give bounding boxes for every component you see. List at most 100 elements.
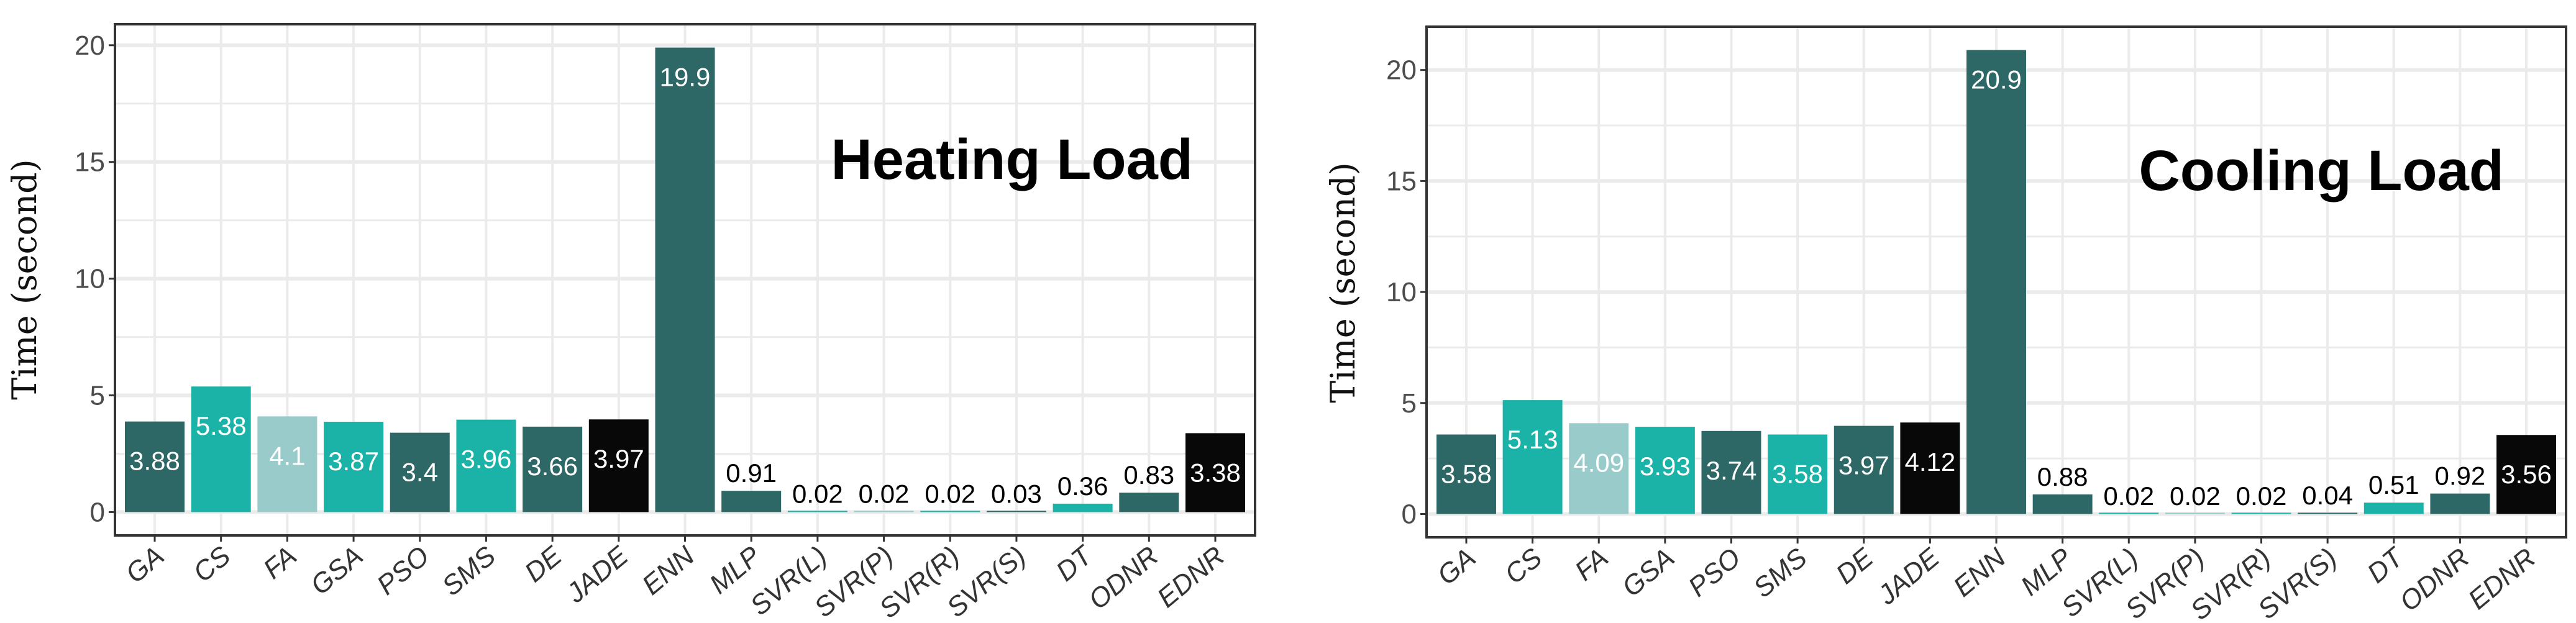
bar-svrr: [920, 511, 980, 512]
bar-sms: [456, 419, 516, 512]
x-tick-label: EDNR: [1151, 540, 1230, 614]
data-label: 3.58: [1772, 460, 1823, 489]
data-label: 0.02: [2103, 481, 2154, 511]
y-axis-title: Time (second): [1323, 162, 1363, 403]
x-tick-label: ENN: [1948, 542, 2012, 603]
bar-gsa: [324, 421, 384, 512]
x-tick-label: GSA: [1617, 542, 1681, 603]
x-tick-label: PSO: [372, 540, 436, 601]
bar-ednr: [1185, 433, 1245, 512]
y-tick-label: 15: [1386, 166, 1417, 196]
data-label: 3.58: [1441, 460, 1492, 489]
x-tick-label: SMS: [1748, 542, 1813, 604]
y-tick-label: 5: [1402, 388, 1417, 419]
bar-de: [523, 426, 583, 512]
y-tick-label: 5: [90, 381, 105, 411]
bar-odnr: [2430, 493, 2490, 514]
bar-svrr: [2231, 512, 2291, 514]
data-label: 4.1: [269, 441, 305, 470]
data-label: 0.36: [1057, 471, 1108, 501]
cooling-load-annotation: Cooling Load: [2139, 139, 2504, 202]
data-label: 0.04: [2302, 481, 2353, 510]
y-tick-label: 0: [90, 497, 105, 527]
data-label: 5.13: [1507, 425, 1558, 454]
x-tick-label: FA: [258, 540, 303, 585]
bar-sms: [1768, 434, 1828, 514]
data-label: 3.97: [593, 444, 644, 473]
x-tick-label: CS: [1499, 542, 1548, 590]
bar-svrl: [787, 511, 847, 512]
heating-load-annotation: Heating Load: [831, 128, 1193, 191]
data-label: 5.38: [196, 411, 247, 440]
panel-border: [114, 23, 1256, 537]
data-label: 0.02: [2236, 481, 2287, 511]
y-axis-title: Time (second): [5, 159, 44, 400]
x-tick-label: GA: [120, 540, 170, 589]
data-label: 0.91: [726, 458, 777, 488]
data-label: 3.66: [527, 452, 578, 481]
data-label: 3.97: [1838, 451, 1889, 480]
data-label: 3.56: [2501, 460, 2552, 489]
x-tick-label: EDNR: [2462, 542, 2541, 616]
bar-de: [1834, 425, 1894, 514]
bar-svrp: [2165, 512, 2225, 514]
x-tick-label: CS: [188, 540, 236, 588]
bar-enn: [655, 47, 715, 512]
cooling-load-chart: 0 5 10 15 20 3.58 GA 5.13 CS 4.09 FA 3.93 GSA 3.74 PSO…: [1323, 25, 2567, 623]
x-tick-label: DT: [1051, 539, 1100, 587]
data-label: 19.9: [660, 63, 711, 92]
bar-mlp: [721, 491, 782, 512]
x-tick-label: ENN: [636, 540, 700, 601]
y-tick-label: 0: [1402, 499, 1417, 529]
bar-cs: [191, 386, 251, 512]
data-label: 0.88: [2037, 462, 2088, 491]
plot-panel: 0 5 10 15 20 3.88 GA 5.38 CS 4.1 FA 3.87 GSA 3.4 PSO 3.…: [75, 23, 1256, 623]
data-label: 0.02: [792, 480, 843, 509]
y-tick-label: 10: [1386, 277, 1417, 307]
data-label: 4.09: [1573, 448, 1624, 477]
data-label: 0.02: [925, 480, 975, 509]
data-label: 3.38: [1190, 458, 1241, 487]
data-label: 20.9: [1971, 65, 2022, 94]
x-tick-label: PSO: [1683, 542, 1747, 603]
plot-panel: 0 5 10 15 20 3.58 GA 5.13 CS 4.09 FA 3.93 GSA 3.74 PSO…: [1386, 25, 2567, 623]
panel-border: [1425, 25, 2567, 539]
bar-odnr: [1119, 493, 1179, 512]
data-label: 3.74: [1706, 456, 1757, 485]
x-tick-label: SMS: [436, 540, 501, 602]
bar-mlp: [2032, 494, 2093, 514]
data-label: 3.93: [1640, 452, 1691, 481]
data-label: 3.96: [461, 445, 512, 474]
data-label: 4.12: [1904, 447, 1955, 476]
x-tick-label: DT: [2362, 541, 2411, 589]
x-tick-label: GA: [1432, 542, 1481, 591]
data-label: 0.51: [2368, 470, 2419, 499]
bar-enn: [1966, 50, 2026, 514]
bar-svrs: [986, 511, 1046, 512]
x-tick-label: JADE: [560, 540, 634, 609]
y-tick-label: 20: [75, 30, 105, 61]
bar-fa: [257, 416, 317, 512]
heating-load-chart: 0 5 10 15 20 3.88 GA 5.38 CS 4.1 FA 3.87 GSA 3.4 PSO 3.…: [5, 23, 1256, 623]
data-label: 0.02: [2170, 481, 2221, 511]
bar-svrp: [854, 511, 914, 512]
data-label: 0.92: [2435, 462, 2486, 491]
bar-ednr: [2496, 435, 2557, 514]
bar-gsa: [1635, 427, 1695, 514]
bar-ga: [125, 421, 185, 512]
bar-svrs: [2298, 512, 2358, 514]
bar-dt: [1053, 503, 1113, 512]
x-tick-label: ODNR: [1083, 540, 1164, 616]
data-label: 0.83: [1123, 460, 1174, 489]
x-tick-label: ODNR: [2394, 542, 2475, 617]
x-tick-label: DE: [519, 540, 568, 588]
bar-cs: [1502, 400, 1563, 514]
y-tick-label: 20: [1386, 55, 1417, 86]
bar-jade: [1900, 422, 1960, 514]
data-label: 3.87: [328, 447, 379, 476]
data-label: 3.4: [402, 458, 438, 487]
data-label: 3.88: [129, 447, 180, 476]
bar-pso: [390, 432, 450, 512]
data-label: 0.03: [991, 479, 1042, 508]
